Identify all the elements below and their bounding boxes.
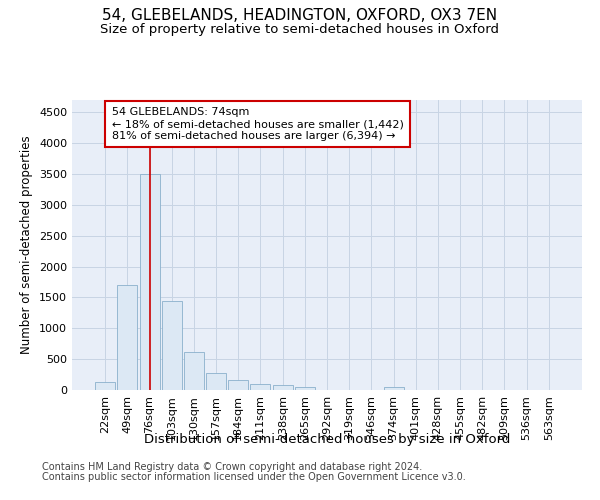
Text: 54 GLEBELANDS: 74sqm
← 18% of semi-detached houses are smaller (1,442)
81% of se: 54 GLEBELANDS: 74sqm ← 18% of semi-detac… [112, 108, 404, 140]
Text: Size of property relative to semi-detached houses in Oxford: Size of property relative to semi-detach… [101, 22, 499, 36]
Bar [95, 382, 115, 390]
Bar [228, 380, 248, 390]
Bar [206, 374, 226, 390]
Text: Contains public sector information licensed under the Open Government Licence v3: Contains public sector information licen… [42, 472, 466, 482]
Bar [140, 174, 160, 390]
Text: 54, GLEBELANDS, HEADINGTON, OXFORD, OX3 7EN: 54, GLEBELANDS, HEADINGTON, OXFORD, OX3 … [103, 8, 497, 22]
Bar [162, 300, 182, 390]
Text: Distribution of semi-detached houses by size in Oxford: Distribution of semi-detached houses by … [144, 432, 510, 446]
Bar [383, 387, 404, 390]
Bar [118, 285, 137, 390]
Bar [272, 386, 293, 390]
Bar [250, 384, 271, 390]
Bar [184, 352, 204, 390]
Bar [295, 386, 315, 390]
Y-axis label: Number of semi-detached properties: Number of semi-detached properties [20, 136, 34, 354]
Text: Contains HM Land Registry data © Crown copyright and database right 2024.: Contains HM Land Registry data © Crown c… [42, 462, 422, 472]
